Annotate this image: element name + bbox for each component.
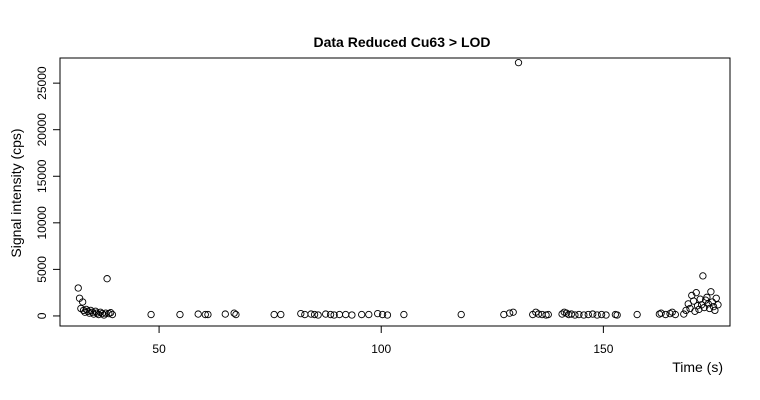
data-point	[707, 288, 715, 296]
data-point	[696, 295, 704, 303]
data-point	[700, 303, 708, 312]
y-tick-label: 15000	[35, 159, 49, 193]
data-point	[682, 306, 690, 315]
x-tick-label: 50	[152, 342, 166, 356]
data-point	[708, 298, 716, 306]
data-point	[671, 310, 679, 319]
data-point	[79, 298, 87, 306]
data-point	[176, 310, 184, 319]
data-point	[314, 311, 322, 319]
data-point	[221, 310, 229, 318]
data-point	[307, 310, 315, 318]
data-point	[705, 304, 714, 313]
data-point	[597, 310, 606, 319]
data-point	[689, 297, 698, 305]
y-tick-label: 10000	[35, 206, 49, 240]
data-point	[457, 310, 465, 319]
data-point	[589, 310, 597, 318]
data-point	[93, 309, 101, 317]
plot-frame	[59, 57, 731, 327]
x-axis-label: Time (s)	[672, 359, 723, 375]
data-point	[102, 309, 110, 317]
data-point	[105, 309, 113, 318]
data-point	[322, 310, 330, 318]
data-point	[270, 310, 278, 319]
data-point	[374, 309, 382, 318]
data-point	[232, 310, 240, 319]
data-point	[310, 310, 319, 319]
data-point	[580, 311, 588, 319]
data-point	[534, 310, 543, 318]
y-tick-label: 25000	[35, 66, 49, 100]
data-point	[277, 310, 285, 319]
data-point	[584, 310, 592, 319]
y-tick-label: 5000	[35, 256, 49, 283]
data-point	[633, 310, 641, 319]
data-point	[714, 301, 722, 309]
data-point	[204, 310, 212, 319]
data-point	[378, 310, 387, 319]
data-point	[230, 309, 238, 317]
data-point	[342, 310, 350, 319]
data-point	[712, 294, 720, 302]
data-point	[602, 311, 610, 319]
chart-title: Data Reduced Cu63 > LOD	[314, 34, 491, 50]
data-points	[74, 59, 722, 319]
data-point	[95, 310, 103, 319]
y-axis: 0 5000 10000 15000 20000 25000	[35, 66, 60, 319]
data-point	[514, 59, 523, 67]
data-point	[657, 309, 665, 317]
data-point	[666, 309, 674, 318]
data-point	[348, 311, 356, 319]
data-point	[107, 309, 115, 317]
y-tick-label: 20000	[35, 113, 49, 147]
y-tick-label: 0	[35, 312, 49, 319]
data-point	[365, 310, 373, 319]
data-point	[544, 310, 552, 319]
data-point	[693, 302, 702, 310]
x-tick-label: 100	[371, 342, 391, 356]
data-point	[74, 284, 82, 292]
data-point	[692, 289, 700, 297]
y-axis-label: Signal intensity (cps)	[8, 128, 24, 257]
data-point	[201, 310, 209, 319]
data-point	[383, 311, 392, 319]
data-point	[88, 308, 97, 316]
data-point	[593, 311, 601, 319]
data-point	[699, 272, 707, 280]
data-point	[575, 310, 583, 319]
data-point	[326, 310, 335, 319]
data-point	[562, 309, 571, 317]
data-point	[509, 308, 517, 316]
data-point	[297, 309, 305, 318]
data-point	[567, 310, 576, 318]
data-point	[147, 310, 155, 319]
data-point	[400, 310, 408, 319]
data-point	[194, 310, 202, 318]
data-point	[661, 310, 670, 319]
data-point	[505, 309, 514, 317]
x-tick-label: 150	[593, 342, 613, 356]
data-point	[330, 311, 338, 319]
data-point	[108, 310, 117, 319]
data-point	[301, 310, 309, 319]
data-point	[358, 310, 366, 319]
data-point	[571, 311, 579, 319]
data-point	[680, 310, 688, 318]
data-point	[100, 311, 108, 319]
data-point	[711, 306, 719, 315]
data-point	[103, 275, 111, 283]
x-axis: 50 100 150	[152, 326, 614, 356]
data-point	[709, 302, 718, 311]
data-point	[613, 311, 621, 319]
